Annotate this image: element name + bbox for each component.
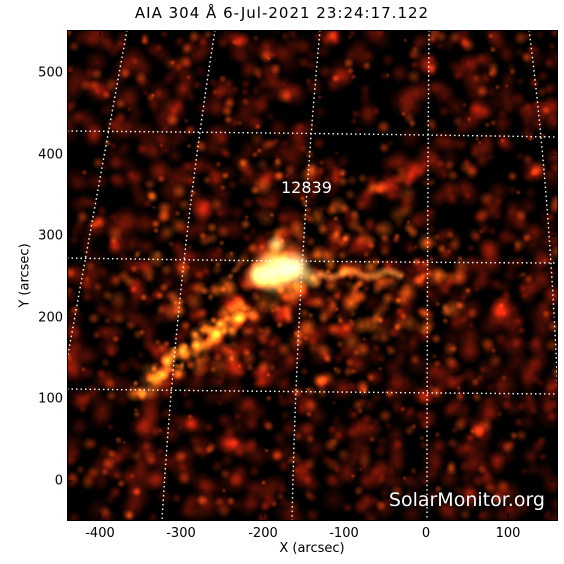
heliographic-grid xyxy=(67,30,557,520)
y-tick-label: 400 xyxy=(38,147,63,163)
y-tick-label: 100 xyxy=(38,391,63,407)
watermark: SolarMonitor.org xyxy=(388,489,545,511)
x-tick-label: 0 xyxy=(421,526,431,541)
y-tick-label: 200 xyxy=(38,310,63,326)
x-tick-label: -300 xyxy=(166,526,196,541)
y-tick-label: 500 xyxy=(38,65,63,81)
active-region-label: 12839 xyxy=(281,178,332,197)
y-tick-label: 300 xyxy=(38,228,63,244)
x-axis-label: X (arcsec) xyxy=(279,541,345,556)
x-tick-label: -400 xyxy=(85,526,115,541)
y-tick-label: 0 xyxy=(54,473,63,489)
x-tick-label: -200 xyxy=(248,526,278,541)
x-tick-label: 100 xyxy=(495,526,521,541)
solar-image-panel: 12839 SolarMonitor.org xyxy=(67,30,557,520)
y-axis-label: Y (arcsec) xyxy=(17,243,33,308)
x-tick-label: -100 xyxy=(329,526,359,541)
solar-image xyxy=(67,30,557,520)
image-title: AIA 304 Å 6-Jul-2021 23:24:17.122 xyxy=(134,4,430,22)
